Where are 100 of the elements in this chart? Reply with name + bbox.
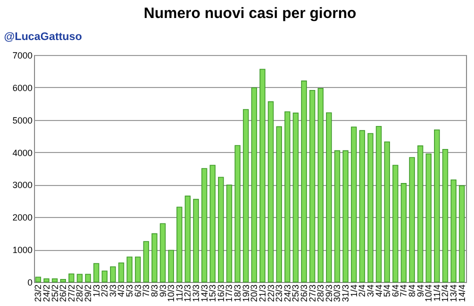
bar (292, 112, 299, 282)
x-tick-label: 12/4 (440, 284, 450, 302)
x-tick-label: 5/4 (382, 284, 392, 298)
x-tick-label: 1/4 (348, 284, 359, 298)
y-tick-label: 7000 (12, 50, 32, 60)
x-tick-label: 29/3 (324, 284, 334, 302)
x-tick-label: 2/3 (100, 284, 110, 298)
x-tick-label: 2/4 (357, 284, 368, 298)
bar (76, 274, 83, 282)
bar (301, 80, 307, 282)
y-tick-label: 2000 (12, 212, 32, 223)
bar (143, 241, 150, 282)
bar (334, 150, 340, 282)
x-tick-label: 26/2 (58, 284, 68, 302)
x-tick-label: 28/2 (74, 284, 85, 302)
bar (85, 274, 91, 282)
bar (126, 256, 132, 282)
y-tick-label: 6000 (12, 82, 32, 93)
x-tick-label: 23/3 (274, 284, 284, 302)
x-tick-label: 27/2 (66, 284, 76, 302)
bar (384, 142, 390, 282)
bar (368, 133, 374, 282)
x-tick-label: 15/3 (208, 284, 218, 302)
bar (110, 266, 116, 282)
x-tick-label: 9/3 (158, 284, 168, 298)
x-tick-label: 8/3 (149, 284, 160, 298)
bar (376, 126, 382, 282)
x-tick-label: 24/2 (41, 284, 52, 302)
bar (442, 148, 448, 282)
x-tick-label: 14/3 (199, 284, 210, 302)
x-tick-label: 5/3 (124, 284, 135, 298)
x-tick-label: 4/3 (116, 284, 126, 298)
x-tick-label: 17/3 (224, 284, 234, 302)
bar (68, 273, 74, 282)
y-tick-label: 4000 (12, 148, 32, 158)
bar (426, 154, 432, 282)
bar (276, 126, 282, 282)
bar (309, 90, 316, 282)
bar (201, 168, 208, 282)
x-tick-label: 19/3 (240, 284, 251, 302)
bar (284, 111, 290, 282)
x-tick-label: 25/3 (290, 284, 301, 302)
x-tick-label: 7/4 (398, 284, 409, 298)
x-tick-label: 13/4 (448, 284, 459, 302)
x-tick-label: 16/3 (216, 284, 226, 302)
bar (152, 233, 158, 282)
y-tick-label: 0 (27, 278, 32, 288)
x-tick-label: 7/3 (141, 284, 152, 298)
x-tick-label: 13/3 (191, 284, 201, 302)
bar (318, 88, 324, 282)
bar (35, 276, 42, 282)
x-tick-label: 24/3 (282, 284, 292, 302)
bar (326, 112, 332, 282)
bar (359, 130, 366, 282)
bar (160, 223, 166, 282)
x-tick-label: 30/3 (332, 284, 342, 302)
bar (409, 157, 415, 282)
bar (350, 126, 357, 282)
y-tick-label: 3000 (12, 180, 32, 190)
x-tick-label: 29/2 (83, 284, 93, 302)
x-tick-label: 11/4 (432, 284, 442, 302)
x-tick-label: 21/3 (257, 284, 268, 302)
chart-title: Numero nuovi casi per giorno (144, 5, 356, 22)
bar (210, 164, 216, 282)
bar (218, 176, 224, 282)
x-tick-label: 18/3 (232, 284, 243, 302)
x-tick-label: 26/3 (299, 284, 309, 302)
x-tick-label: 10/3 (166, 284, 176, 302)
x-tick-label: 3/4 (365, 284, 376, 298)
bar (234, 145, 240, 282)
bar (60, 279, 66, 282)
x-tick-label: 4/4 (374, 284, 384, 298)
x-tick-label: 8/4 (407, 284, 417, 298)
y-tick-label: 1000 (12, 245, 32, 256)
x-tick-label: 1/3 (91, 284, 102, 298)
bar (52, 278, 58, 282)
bar (44, 278, 50, 282)
x-tick-label: 31/3 (340, 284, 351, 302)
x-tick-label: 6/3 (132, 284, 143, 298)
x-tick-label: 14/4 (456, 284, 467, 302)
bar (342, 150, 348, 282)
bar (434, 130, 440, 282)
bar (118, 262, 124, 282)
bar (392, 164, 398, 282)
x-tick-label: 12/3 (182, 284, 193, 302)
bar (168, 250, 174, 282)
x-tick-label: 10/4 (424, 284, 434, 302)
bar (184, 196, 191, 282)
bar (226, 184, 232, 282)
bar (93, 263, 100, 282)
bar (102, 270, 108, 282)
x-tick-label: 27/3 (307, 284, 318, 302)
bar (268, 101, 274, 282)
bar (450, 179, 456, 282)
bar (176, 206, 182, 282)
bar (400, 183, 407, 282)
x-tick-label: 25/2 (50, 284, 60, 302)
bar (260, 68, 266, 282)
bar (242, 109, 249, 282)
bar (251, 87, 258, 282)
